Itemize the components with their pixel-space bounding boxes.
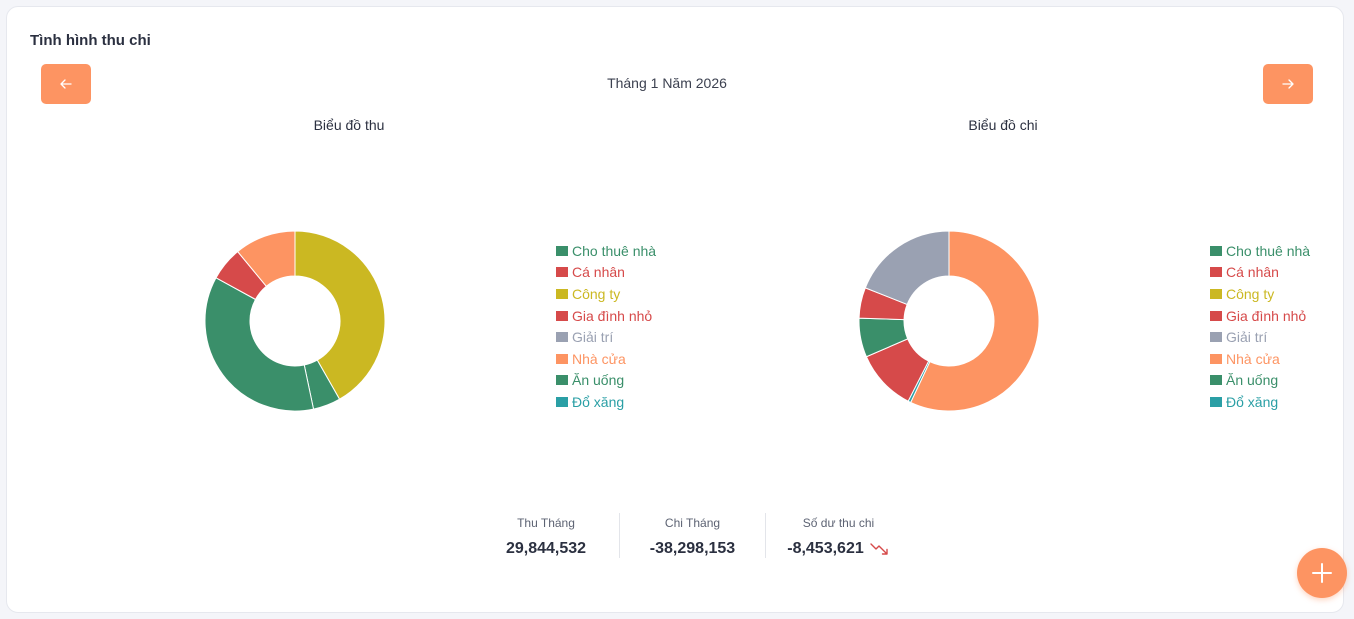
legend-item-giai-tri[interactable]: Giải trí [1210, 326, 1310, 348]
legend-label: Giải trí [572, 329, 614, 346]
legend-label: Ăn uống [572, 372, 625, 389]
income-chart-title: Biểu đồ thu [313, 117, 385, 133]
income-value: 29,844,532 [505, 540, 587, 557]
legend-swatch [556, 396, 568, 407]
legend-item-an-uong[interactable]: Ăn uống [1210, 370, 1310, 392]
legend-swatch [556, 267, 568, 278]
legend-swatch [556, 375, 568, 386]
expense-chart-title: Biểu đồ chi [968, 117, 1038, 133]
legend-label: Nhà cửa [572, 350, 626, 367]
expense-value: -38,298,153 [649, 540, 736, 557]
slice-công-ty[interactable] [294, 230, 386, 400]
expense-label: Chi Tháng [664, 516, 721, 530]
balance-label: Số dư thu chi [802, 516, 875, 530]
legend-swatch [556, 353, 568, 364]
income-summary: Thu Tháng 29,844,532 [473, 513, 619, 558]
legend-swatch [1210, 267, 1222, 278]
legend-label: Ăn uống [1226, 372, 1279, 389]
legend-label: Đổ xăng [1226, 393, 1279, 410]
legend-swatch [1210, 332, 1222, 343]
slice-ăn-uống[interactable] [204, 277, 315, 412]
summary-stats: Thu Tháng 29,844,532 Chi Tháng -38,298,1… [473, 513, 911, 558]
legend-label: Gia đình nhỏ [1226, 307, 1307, 324]
add-transaction-button[interactable] [1297, 548, 1347, 598]
slice-nhà-cửa[interactable] [236, 230, 296, 288]
legend-item-gia-dinh-nho[interactable]: Gia đình nhỏ [556, 305, 656, 327]
next-month-button[interactable] [1263, 64, 1313, 104]
legend-item-cho-thue-nha[interactable]: Cho thuê nhà [1210, 240, 1310, 262]
period-label: Tháng 1 Năm 2026 [607, 75, 727, 91]
legend-swatch [1210, 310, 1222, 321]
legend-swatch [556, 288, 568, 299]
legend-swatch [1210, 396, 1222, 407]
expense-donut-chart [858, 230, 1040, 412]
legend-item-nha-cua[interactable]: Nhà cửa [1210, 348, 1310, 370]
legend-label: Công ty [572, 285, 621, 302]
legend-item-cong-ty[interactable]: Công ty [556, 283, 656, 305]
legend-item-giai-tri[interactable]: Giải trí [556, 326, 656, 348]
income-expense-card: Tình hình thu chi Tháng 1 Năm 2026 Biểu … [6, 6, 1344, 613]
legend-item-ca-nhan[interactable]: Cá nhân [556, 262, 656, 284]
legend-item-gia-dinh-nho[interactable]: Gia đình nhỏ [1210, 305, 1310, 327]
expense-summary: Chi Tháng -38,298,153 [619, 513, 765, 558]
legend-item-do-xang[interactable]: Đổ xăng [1210, 391, 1310, 413]
legend-label: Nhà cửa [1226, 350, 1280, 367]
legend-item-cho-thue-nha[interactable]: Cho thuê nhà [556, 240, 656, 262]
legend-swatch [1210, 375, 1222, 386]
balance-summary: Số dư thu chi -8,453,621 [765, 513, 911, 558]
legend-swatch [1210, 353, 1222, 364]
slice-nhà-cửa[interactable] [910, 230, 1040, 412]
legend-label: Gia đình nhỏ [572, 307, 653, 324]
legend-swatch [556, 332, 568, 343]
trend-down-icon [870, 543, 888, 555]
legend-swatch [1210, 245, 1222, 256]
legend-item-do-xang[interactable]: Đổ xăng [556, 391, 656, 413]
income-label: Thu Tháng [517, 516, 575, 530]
legend-label: Cho thuê nhà [572, 242, 657, 259]
legend-label: Giải trí [1226, 329, 1268, 346]
legend-item-an-uong[interactable]: Ăn uống [556, 370, 656, 392]
previous-month-button[interactable] [41, 64, 91, 104]
legend-swatch [1210, 288, 1222, 299]
plus-icon [1312, 563, 1332, 583]
expense-legend: Cho thuê nhà Cá nhân Công ty Gia đình nh… [1210, 240, 1310, 413]
legend-swatch [556, 310, 568, 321]
income-legend: Cho thuê nhà Cá nhân Công ty Gia đình nh… [556, 240, 656, 413]
legend-label: Cá nhân [1226, 264, 1279, 281]
legend-label: Đổ xăng [572, 393, 625, 410]
legend-item-nha-cua[interactable]: Nhà cửa [556, 348, 656, 370]
income-donut-chart [204, 230, 386, 412]
legend-item-ca-nhan[interactable]: Cá nhân [1210, 262, 1310, 284]
card-title: Tình hình thu chi [30, 32, 151, 49]
legend-swatch [556, 245, 568, 256]
legend-item-cong-ty[interactable]: Công ty [1210, 283, 1310, 305]
legend-label: Cá nhân [572, 264, 625, 281]
arrow-left-icon [60, 79, 72, 89]
balance-value: -8,453,621 [766, 540, 911, 558]
slice-giải-trí[interactable] [864, 230, 950, 306]
legend-label: Cho thuê nhà [1226, 242, 1311, 259]
arrow-right-icon [1282, 79, 1294, 89]
legend-label: Công ty [1226, 285, 1275, 302]
